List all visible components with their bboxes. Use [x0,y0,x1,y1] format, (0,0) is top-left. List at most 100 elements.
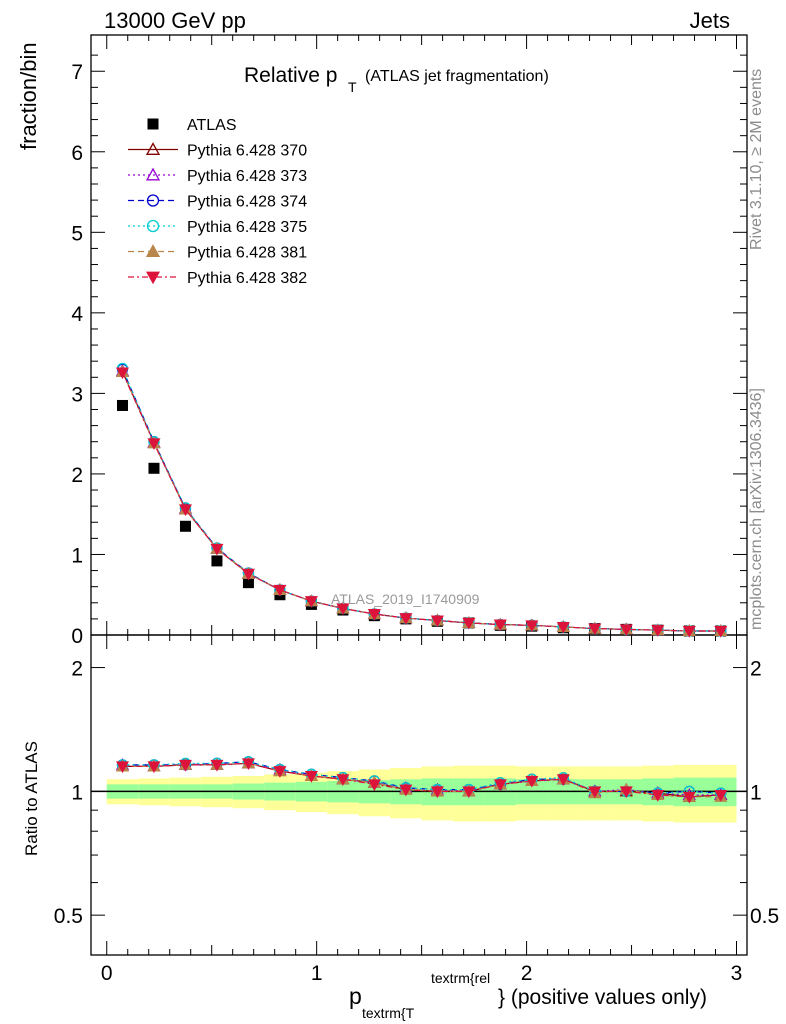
mc-point-marker [115,367,130,380]
ratio-y-tick-label-left: 2 [71,658,83,681]
ratio-y-tick-label-left: 1 [71,781,83,804]
mc-point-marker [462,617,476,630]
mc-point-marker [304,596,318,608]
x-tick-label: 3 [731,962,743,985]
mc-point-marker [146,194,160,207]
mcplots-source-label: mcplots.cern.ch [arXiv:1306.3436] [748,388,765,630]
plot-title: Relative p T (ATLAS jet fragmentation) [244,64,549,95]
mc-point-marker [145,244,161,257]
ratio-uncertainty-bands [106,764,737,823]
mc-point-marker [399,784,413,797]
x-tick-label: 2 [521,962,533,985]
mc-point-marker [115,761,130,774]
legend-entry: ATLAS [147,117,237,134]
y-tick-label: 3 [71,383,83,406]
mc-point-marker [588,623,602,636]
x-label-tail: } (positive values only) [498,986,707,1009]
mc-point-marker [210,759,224,772]
mc-point-marker [682,791,696,804]
ratio-y-tick-label-right: 2 [750,658,762,681]
mc-point-marker [619,786,633,799]
mc-point-marker [588,786,602,799]
ratio-y-axis-ticks [91,667,747,916]
y-tick-label: 2 [71,464,83,487]
mc-point-marker [493,779,507,792]
mc-point-marker [525,620,539,633]
legend: ATLAS Pythia 6.428 370 Pythia 6.428 373 Pyt… [128,117,307,287]
ratio-series-line [122,762,721,798]
mc-point-marker [430,786,444,799]
mc-point-marker [367,779,381,792]
mc-point-marker [493,619,507,632]
mc-point-marker [241,568,255,581]
mc-point-marker [651,789,665,802]
series-line [121,372,721,632]
mc-point-marker [273,766,287,778]
atlas-data-point [242,577,254,589]
mc-point-marker [399,613,413,625]
y-tick-label: 0 [71,625,83,648]
mc-point-marker [430,615,444,628]
ratio-plot-frame [90,634,748,956]
legend-label: ATLAS [187,117,237,134]
legend-label: Pythia 6.428 374 [187,194,307,211]
analysis-watermark: ATLAS_2019_I1740909 [331,591,480,607]
x-label-superscript: textrm{rel [431,970,490,986]
mc-point-marker [714,789,728,802]
y-tick-label: 4 [71,303,83,326]
mc-point-marker [336,774,350,787]
plot-title-tail: (ATLAS jet fragmentation) [365,68,549,85]
mc-point-marker [619,624,633,637]
legend-entry: Pythia 6.428 370 [128,142,307,160]
ratio-y-tick-label-right: 0.5 [750,905,779,928]
legend-label: Pythia 6.428 375 [187,219,307,236]
x-tick-label: 1 [311,962,323,985]
y-tick-label: 1 [71,544,83,567]
mc-point-marker [178,504,192,517]
mc-point-marker [462,786,476,799]
legend-label: Pythia 6.428 373 [187,168,307,185]
mc-point-marker [147,761,161,774]
rivet-version-label: Rivet 3.1.10, ≥ 2M events [748,68,765,250]
x-label-subscript: textrm{T [362,1005,415,1021]
mc-point-marker [210,543,224,556]
y-tick-label: 6 [71,142,83,165]
ratio-y-tick-label-right: 1 [750,781,762,804]
plot-title-main: Relative p [244,64,337,87]
legend-label: Pythia 6.428 370 [187,143,307,160]
main-y-axis-ticks [91,54,747,636]
ratio-series-line [122,761,721,794]
mc-point-marker [336,603,350,616]
y-tick-label: 7 [71,61,83,84]
main-y-axis-label: fraction/bin [16,42,41,150]
mc-point-marker [367,609,381,621]
ratio-y-tick-label-left: 0.5 [54,905,83,928]
process-label: Jets [689,8,730,33]
atlas-data-point [116,399,128,411]
mc-point-marker [145,271,161,285]
energy-label: 13000 GeV pp [104,8,246,33]
x-label-main: p [349,983,362,1009]
mc-point-marker [304,770,318,783]
atlas-data-point [179,520,191,532]
atlas-data-point [211,555,223,567]
mc-point-marker [525,775,539,788]
x-tick-label: 0 [101,962,113,985]
mc-point-marker [651,625,665,637]
legend-label: Pythia 6.428 381 [187,245,307,262]
legend-label: Pythia 6.428 382 [187,270,307,287]
series-mc [115,367,728,638]
plot-title-subscript: T [348,79,357,95]
y-tick-label: 5 [71,222,83,245]
atlas-data-point [147,118,159,130]
mc-point-marker [145,142,161,155]
mc-point-marker [682,625,696,638]
mc-point-marker [556,621,570,634]
legend-entry: Pythia 6.428 373 [128,167,307,185]
legend-entry: Pythia 6.428 375 [128,219,307,236]
legend-entry: Pythia 6.428 374 [128,194,307,211]
mc-point-marker [178,759,192,772]
ratio-series-line [122,762,721,798]
